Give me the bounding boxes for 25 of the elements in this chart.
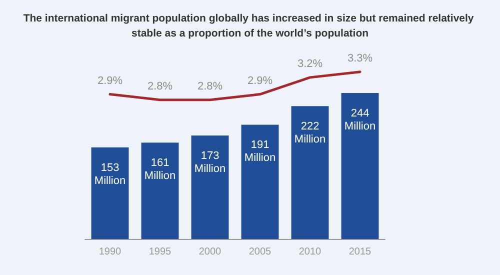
- data-label: 2.9%: [97, 74, 123, 87]
- chart-title: The international migrant population globally has increased in size but remained relatively stable as a proportion of the world’s population: [23, 12, 477, 40]
- bar: [291, 106, 329, 239]
- bar: [241, 124, 279, 239]
- data-label: 244 Million: [344, 107, 376, 132]
- data-label: 2.9%: [247, 74, 273, 87]
- data-label: 2.8%: [197, 80, 223, 92]
- x-tick-label: 2000: [198, 246, 222, 258]
- x-tick-label: 1990: [98, 246, 122, 258]
- data-label: 191 Million: [244, 139, 276, 164]
- x-tick-label: 2005: [248, 246, 272, 258]
- data-label: 173 Million: [194, 150, 226, 175]
- data-label: 3.2%: [297, 58, 323, 70]
- bar: [141, 142, 179, 239]
- x-tick-label: 2010: [298, 246, 322, 258]
- bar: [341, 92, 379, 239]
- data-label: 153 Million: [94, 162, 126, 187]
- bar: [91, 147, 129, 239]
- bar: [191, 135, 229, 239]
- data-label: 3.3%: [347, 52, 373, 64]
- x-tick-label: 2015: [348, 246, 372, 258]
- x-tick-label: 1995: [148, 246, 172, 258]
- data-label: 222 Million: [294, 120, 326, 146]
- data-label: 2.8%: [147, 80, 173, 92]
- data-label: 161 Million: [144, 157, 176, 182]
